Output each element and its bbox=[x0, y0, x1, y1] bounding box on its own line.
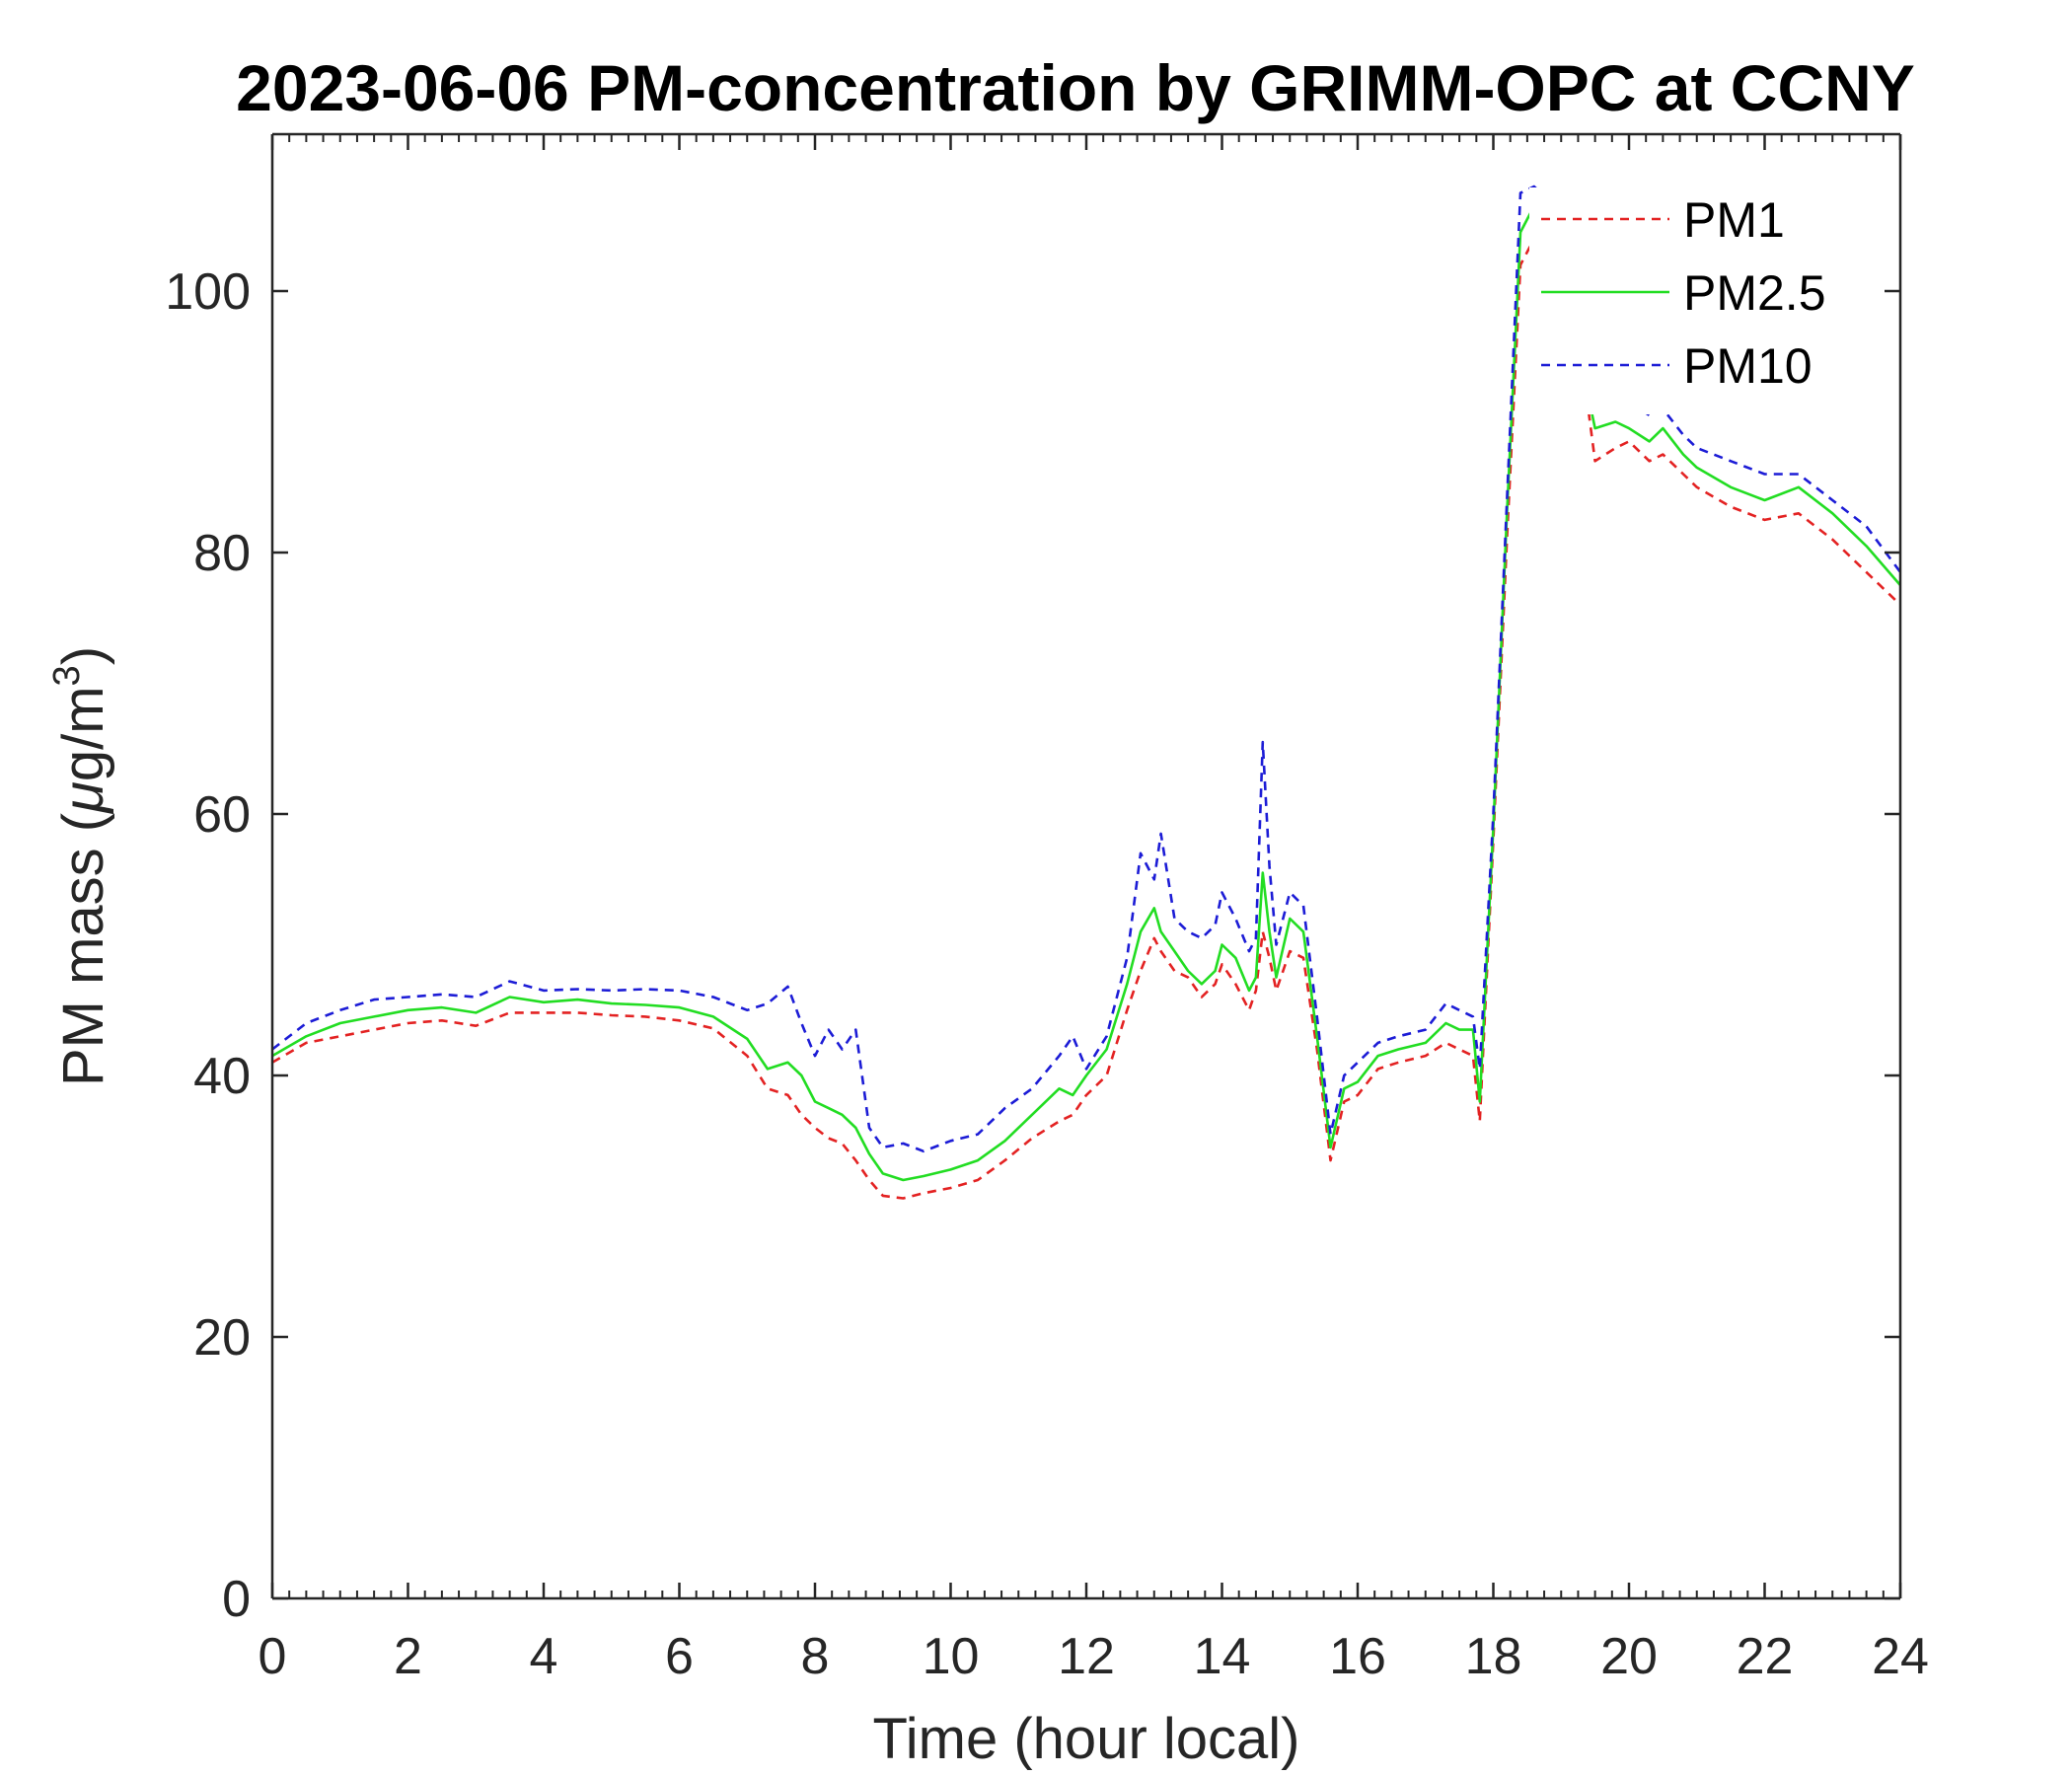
ticks-layer bbox=[270, 134, 1902, 1600]
legend-label-pm10: PM10 bbox=[1683, 338, 1813, 394]
x-tick-label: 24 bbox=[1872, 1628, 1929, 1685]
x-tick-label: 18 bbox=[1465, 1628, 1522, 1685]
x-tick-label: 0 bbox=[259, 1628, 287, 1685]
y-tick-label: 20 bbox=[193, 1309, 251, 1367]
y-tick-label: 40 bbox=[193, 1048, 251, 1105]
x-tick-label: 10 bbox=[923, 1628, 980, 1685]
x-tick-label: 8 bbox=[801, 1628, 830, 1685]
y-axis-label-suffix: ) bbox=[51, 646, 115, 665]
x-tick-label: 4 bbox=[530, 1628, 558, 1685]
chart-title: 2023-06-06 PM-concentration by GRIMM-OPC… bbox=[236, 51, 1915, 124]
legend-label-pm1: PM1 bbox=[1683, 192, 1785, 248]
x-tick-label: 2 bbox=[394, 1628, 422, 1685]
y-axis-label-superscript: 3 bbox=[46, 665, 88, 686]
x-tick-label: 20 bbox=[1600, 1628, 1658, 1685]
x-tick-label: 6 bbox=[665, 1628, 694, 1685]
y-tick-label: 80 bbox=[193, 525, 251, 582]
x-tick-label: 12 bbox=[1058, 1628, 1115, 1685]
y-axis-label-unit: g/m bbox=[51, 686, 115, 781]
x-tick-label: 22 bbox=[1737, 1628, 1794, 1685]
y-axis-label-prefix: PM mass ( bbox=[51, 813, 115, 1086]
legend: PM1 PM2.5 PM10 bbox=[1529, 187, 1855, 414]
x-tick-label: 16 bbox=[1329, 1628, 1386, 1685]
y-tick-label: 100 bbox=[165, 263, 251, 321]
y-tick-label: 60 bbox=[193, 786, 251, 844]
legend-box bbox=[1529, 187, 1855, 414]
y-tick-label: 0 bbox=[222, 1571, 251, 1628]
legend-label-pm2-5: PM2.5 bbox=[1683, 265, 1826, 321]
x-tick-label: 14 bbox=[1194, 1628, 1251, 1685]
y-axis-label: PM mass (μg/m3) bbox=[46, 646, 115, 1086]
y-axis-label-mu: μ bbox=[51, 781, 115, 815]
x-axis-label: Time (hour local) bbox=[873, 1707, 1300, 1771]
